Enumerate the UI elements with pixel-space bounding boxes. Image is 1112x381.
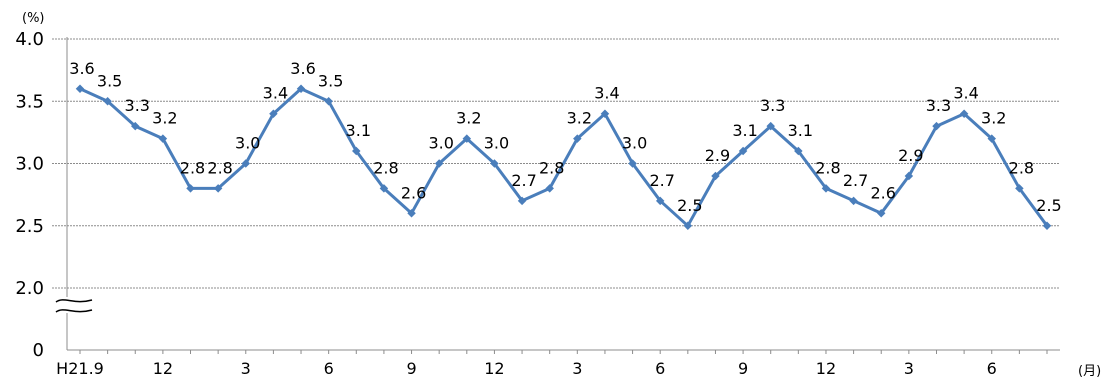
x-tick-label: 3 (904, 359, 914, 378)
data-point (103, 97, 112, 106)
data-label: 2.8 (180, 158, 205, 177)
x-tick-label: 6 (987, 359, 997, 378)
data-point (158, 134, 168, 143)
data-label: 2.8 (207, 158, 232, 177)
data-label: 3.0 (235, 134, 260, 153)
x-tick-label: 12 (816, 359, 836, 378)
data-label: 2.9 (898, 146, 923, 165)
data-label: 2.8 (539, 158, 564, 177)
data-label: 3.3 (125, 96, 150, 115)
data-label: 3.5 (97, 71, 122, 90)
data-point (462, 134, 472, 143)
data-label: 2.8 (373, 158, 398, 177)
x-tick-label: 6 (324, 359, 334, 378)
x-tick-label: 9 (738, 359, 748, 378)
data-label: 3.2 (981, 109, 1006, 128)
data-point (324, 97, 333, 106)
data-label: 2.8 (1009, 158, 1034, 177)
data-label: 3.0 (428, 134, 453, 153)
data-label: 3.2 (152, 109, 177, 128)
gridlines (52, 38, 1060, 289)
series-line (79, 87, 1049, 228)
data-label: 2.8 (815, 158, 840, 177)
x-tick-label: 3 (572, 359, 582, 378)
data-label: 2.7 (649, 171, 674, 190)
axes (66, 37, 1060, 354)
axis-break-line (55, 299, 93, 303)
data-label: 3.2 (567, 109, 592, 128)
y-tick-label: 2.0 (15, 278, 44, 299)
y-tick-label: 0 (33, 340, 44, 361)
x-tick-label: 12 (153, 359, 173, 378)
data-point (186, 184, 195, 193)
data-label: 3.5 (318, 71, 343, 90)
data-label: 2.7 (843, 171, 868, 190)
data-label: 3.0 (484, 134, 509, 153)
data-point (269, 109, 278, 118)
y-axis-unit: (%) (22, 11, 45, 26)
series-layer (79, 87, 1049, 228)
y-tick-label: 3.0 (15, 154, 44, 175)
data-point (75, 84, 85, 94)
y-tick-labels: 4.0 3.5 3.0 2.5 2.0 0 (15, 29, 44, 361)
data-point (490, 159, 499, 168)
x-tick-label: 9 (406, 359, 416, 378)
data-label: 3.3 (760, 96, 785, 115)
data-point (296, 84, 306, 94)
data-point (241, 159, 251, 168)
data-label: 2.5 (1036, 196, 1061, 215)
data-label: 3.2 (456, 109, 481, 128)
x-tick-label: 6 (655, 359, 665, 378)
data-label: 2.6 (401, 183, 426, 202)
x-tick-label: 3 (241, 359, 251, 378)
data-label: 3.6 (290, 59, 315, 78)
data-label: 3.1 (788, 121, 813, 140)
data-label: 2.9 (705, 146, 730, 165)
data-label: 3.3 (926, 96, 951, 115)
x-tick-label: H21.9 (56, 359, 104, 378)
data-label: 3.0 (622, 134, 647, 153)
data-label: 3.1 (346, 121, 371, 140)
y-tick-label: 2.5 (15, 216, 44, 237)
axis-break-symbol (52, 297, 93, 313)
y-tick-label: 3.5 (15, 91, 44, 112)
data-label: 3.4 (594, 84, 619, 103)
data-label: 2.5 (677, 196, 702, 215)
axis-break-line (55, 309, 93, 313)
data-label: 3.4 (263, 84, 288, 103)
data-labels: 3.63.53.33.22.8 2.83.03.43.63.53.12.82.63… (69, 59, 1061, 215)
data-point (407, 209, 416, 218)
data-point (434, 159, 444, 168)
data-label: 2.7 (511, 171, 536, 190)
data-label: 3.4 (953, 84, 978, 103)
x-tick-labels: H21.9 12 3 6 9 12 3 6 9 12 3 6 (56, 359, 997, 378)
data-point (131, 121, 140, 131)
data-point (379, 184, 389, 193)
data-label: 2.6 (871, 183, 896, 202)
x-axis-unit: (月) (1078, 364, 1101, 379)
data-point (213, 184, 223, 193)
y-tick-label: 4.0 (15, 29, 44, 50)
x-tick-label: 12 (484, 359, 504, 378)
data-point (352, 146, 361, 156)
data-label: 3.1 (732, 121, 757, 140)
data-label: 3.6 (69, 59, 94, 78)
